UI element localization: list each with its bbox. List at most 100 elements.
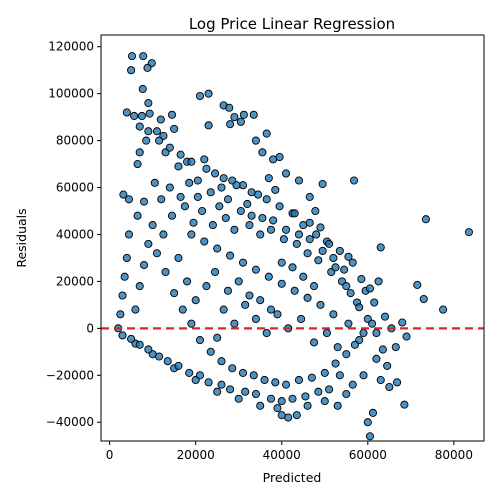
data-point (258, 213, 267, 223)
data-point (348, 258, 357, 267)
data-point (204, 89, 213, 98)
data-point (256, 296, 265, 305)
data-point (185, 368, 194, 377)
data-point (221, 213, 230, 223)
x-axis-ticks: 0 20000 40000 60000 80000 (106, 441, 473, 462)
data-point (157, 195, 166, 204)
data-point (370, 298, 379, 307)
data-point (118, 291, 127, 300)
data-point (251, 265, 260, 274)
data-point (234, 394, 243, 403)
data-point (273, 404, 282, 413)
data-point (368, 408, 378, 417)
data-point (143, 63, 152, 72)
data-point (413, 280, 422, 289)
data-point (288, 263, 297, 272)
data-point (309, 282, 319, 291)
data-point (269, 155, 278, 164)
data-point (206, 347, 215, 356)
data-point (206, 188, 215, 197)
data-point (230, 113, 239, 122)
data-point (391, 343, 400, 352)
data-point (124, 195, 134, 204)
data-point (225, 103, 234, 112)
data-point (359, 328, 368, 338)
data-point (195, 91, 205, 101)
data-point (305, 235, 314, 244)
x-axis-label: Predicted (263, 470, 322, 485)
data-point (156, 115, 165, 124)
data-point (277, 411, 286, 420)
data-point (133, 160, 142, 169)
y-tick-label: 80000 (56, 134, 94, 148)
data-point (131, 305, 140, 314)
data-point (344, 319, 353, 328)
data-point (312, 230, 321, 239)
data-point (376, 243, 385, 252)
data-point (318, 179, 327, 189)
data-point (376, 375, 385, 385)
data-point (144, 127, 153, 136)
y-tick-label: 0 (86, 321, 94, 335)
data-point (152, 249, 161, 258)
data-point (150, 178, 159, 187)
x-tick-label: 80000 (435, 448, 473, 462)
data-point (318, 246, 327, 255)
data-point (344, 252, 353, 261)
points-layer (114, 52, 473, 441)
data-point (178, 305, 187, 314)
data-point (213, 387, 222, 396)
data-point (355, 303, 364, 312)
data-point (124, 230, 134, 239)
data-point (281, 380, 291, 389)
data-point (116, 310, 125, 319)
data-point (251, 390, 260, 399)
data-point (219, 174, 228, 183)
data-point (208, 221, 217, 230)
y-tick-label: −20000 (46, 368, 94, 382)
data-point (245, 221, 254, 230)
data-point (122, 108, 131, 117)
data-point (380, 312, 390, 321)
data-point (277, 397, 286, 406)
data-point (262, 129, 271, 138)
data-point (349, 176, 359, 185)
data-point (165, 143, 174, 152)
data-point (226, 385, 235, 394)
data-point (262, 328, 271, 338)
data-point (363, 418, 372, 427)
x-tick-label: 60000 (349, 448, 387, 462)
data-point (127, 334, 136, 343)
data-point (174, 253, 183, 263)
data-point (217, 357, 226, 366)
data-point (234, 277, 243, 286)
x-tick-label: 20000 (177, 448, 215, 462)
data-point (226, 251, 235, 260)
data-point (144, 239, 153, 248)
data-point (374, 277, 383, 286)
data-point (299, 272, 308, 281)
x-tick-label: 40000 (263, 448, 301, 462)
data-point (365, 432, 375, 441)
data-point (193, 176, 202, 185)
data-point (241, 387, 250, 396)
data-point (139, 52, 148, 61)
data-point (402, 332, 411, 341)
data-point (187, 230, 196, 239)
data-point (232, 181, 241, 190)
data-point (251, 136, 260, 145)
data-point (217, 183, 226, 192)
x-tick-label: 0 (106, 448, 114, 462)
data-point (329, 310, 338, 319)
data-point (189, 218, 198, 227)
data-point (142, 136, 151, 145)
y-tick-label: −40000 (46, 415, 94, 429)
data-point (200, 237, 209, 246)
data-point (368, 319, 377, 328)
data-point (277, 279, 286, 288)
data-point (303, 249, 312, 258)
data-point (228, 364, 237, 373)
data-point (271, 185, 280, 194)
data-point (176, 192, 185, 201)
